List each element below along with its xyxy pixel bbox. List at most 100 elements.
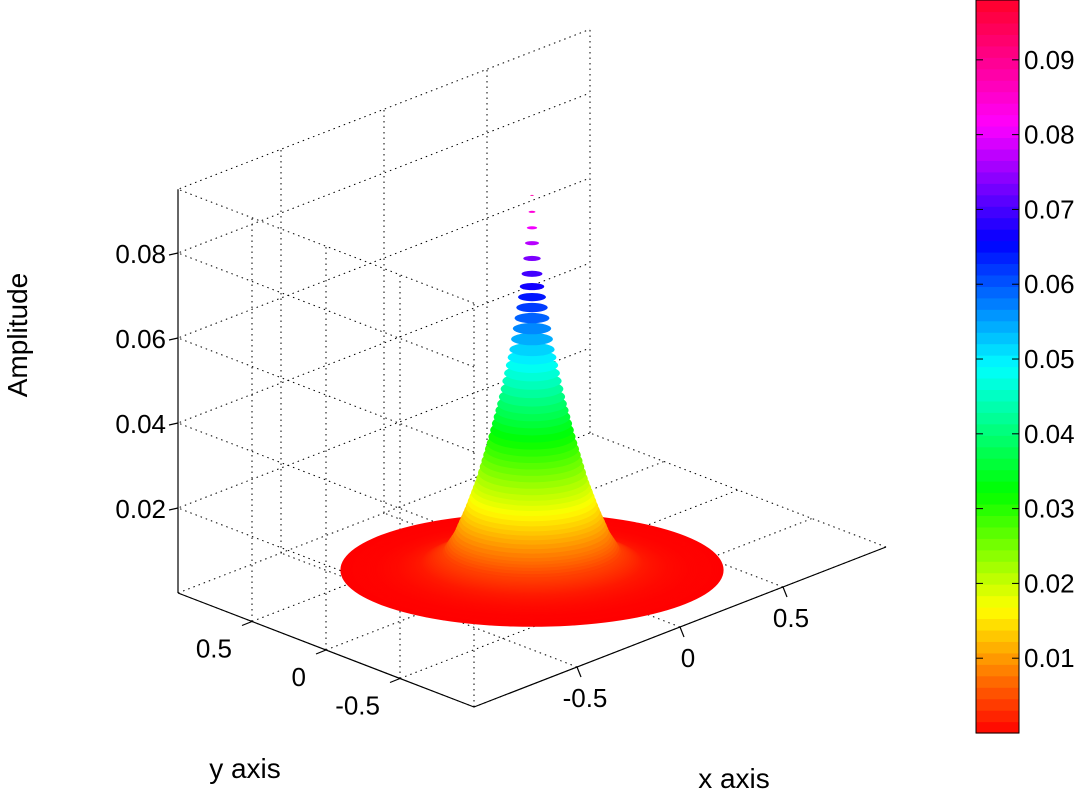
colorbar-swatch xyxy=(976,68,1019,81)
colorbar-swatch xyxy=(976,481,1019,494)
z-tick-mark xyxy=(168,252,179,256)
colorbar-swatch xyxy=(976,114,1019,127)
colorbar-swatch xyxy=(976,263,1019,276)
colorbar-swatch xyxy=(976,561,1019,574)
x-tick-label: 0 xyxy=(681,643,695,673)
colorbar-swatch xyxy=(976,355,1019,368)
colorbar-swatch xyxy=(976,503,1019,516)
colorbar-swatch xyxy=(976,377,1019,391)
colorbar-swatch xyxy=(976,332,1019,345)
floor-gridline xyxy=(280,552,578,668)
z-tick-mark xyxy=(168,507,179,511)
colorbar-tick-label: 0.02 xyxy=(1024,568,1075,598)
colorbar-swatch xyxy=(976,423,1019,436)
surface-band xyxy=(528,210,536,213)
colorbar-swatch xyxy=(976,206,1019,219)
axes xyxy=(168,189,887,708)
colorbar-swatch xyxy=(976,297,1019,310)
y-tick-label: 0 xyxy=(292,662,306,692)
colorbar-swatch xyxy=(976,698,1019,711)
colorbar-swatch xyxy=(976,526,1019,539)
z-tick-label: 0.02 xyxy=(115,494,166,524)
colorbar-swatch xyxy=(976,57,1019,70)
colorbar-swatch xyxy=(976,389,1019,402)
x-tick-label: -0.5 xyxy=(563,683,608,713)
colorbar-tick-label: 0.09 xyxy=(1024,45,1075,75)
colorbar-swatch xyxy=(976,549,1019,562)
y-tick-label: -0.5 xyxy=(335,691,380,721)
colorbar-swatch xyxy=(976,710,1019,723)
colorbar-tick-label: 0.05 xyxy=(1024,344,1075,374)
surface xyxy=(340,194,724,627)
z-tick-mark xyxy=(168,422,179,426)
colorbar-swatch xyxy=(976,0,1019,13)
x-tick-mark xyxy=(679,626,685,638)
floor-gridline xyxy=(589,432,887,548)
colorbar-tick-label: 0.04 xyxy=(1024,419,1075,449)
colorbar-swatch xyxy=(976,584,1019,597)
colorbar-swatch xyxy=(976,320,1019,333)
x-tick-label: 0.5 xyxy=(773,603,809,633)
colorbar-swatch xyxy=(976,538,1019,551)
colorbar-swatch xyxy=(976,274,1019,287)
y-tick-mark xyxy=(241,620,253,627)
surface-band xyxy=(530,194,534,196)
z-tick-label: 0.08 xyxy=(115,239,166,269)
z-gridline xyxy=(176,262,591,538)
surface-band xyxy=(521,270,543,277)
colorbar-tick-label: 0.06 xyxy=(1024,269,1075,299)
colorbar-swatch xyxy=(976,217,1019,230)
colorbar-swatch xyxy=(976,148,1019,161)
floor-gridline xyxy=(177,432,591,594)
surface-band xyxy=(523,255,541,262)
colorbar-swatch xyxy=(976,675,1019,688)
colorbar-swatch xyxy=(976,400,1019,413)
colorbar-swatch xyxy=(976,194,1019,207)
tick-labels: 0.02 0.04 0.06 0.08 -0.5 0 0.5 -0.5 0 0.5 xyxy=(115,239,809,721)
colorbar-tick-label: 0.07 xyxy=(1024,194,1075,224)
colorbar-swatch xyxy=(976,721,1019,734)
colorbar-swatch xyxy=(976,183,1019,196)
colorbar-tick-label: 0.08 xyxy=(1024,120,1075,150)
colorbar-swatch xyxy=(976,286,1019,299)
colorbar-swatch xyxy=(976,366,1019,379)
colorbar-swatch xyxy=(976,652,1019,665)
z-axis-label: Amplitude xyxy=(2,273,33,398)
z-tick-mark xyxy=(168,337,179,341)
x-axis-label: x axis xyxy=(698,763,770,789)
colorbar-swatch xyxy=(976,641,1019,654)
colorbar-swatch xyxy=(976,629,1019,642)
colorbar-frame xyxy=(975,0,1020,734)
colorbar-swatch xyxy=(976,240,1019,253)
y-axis-label: y axis xyxy=(209,753,281,784)
colorbar-swatch xyxy=(976,572,1019,585)
surface-band xyxy=(526,226,538,230)
y-tick-label: 0.5 xyxy=(196,634,232,664)
surface-band xyxy=(519,282,545,291)
colorbar-swatch xyxy=(976,45,1019,58)
colorbar-swatch xyxy=(976,22,1019,35)
colorbar-tick-label: 0.01 xyxy=(1024,643,1075,673)
colorbar-swatch xyxy=(976,492,1019,505)
colorbar-swatch xyxy=(976,515,1019,528)
colorbar-swatch xyxy=(976,11,1019,24)
colorbar-swatch xyxy=(976,80,1019,93)
z-tick-label: 0.04 xyxy=(115,409,166,439)
colorbar-swatch xyxy=(976,103,1019,116)
x-tick-mark xyxy=(782,586,788,598)
x-tick-mark xyxy=(576,666,582,678)
colorbar-swatch xyxy=(976,309,1019,322)
colorbar-swatch xyxy=(976,229,1019,242)
colorbar-swatch xyxy=(976,446,1019,459)
colorbar-swatch xyxy=(976,137,1019,150)
colorbar-swatch xyxy=(976,412,1019,425)
y-tick-mark xyxy=(315,649,327,655)
colorbar-swatch xyxy=(976,171,1019,184)
z-gridline xyxy=(176,92,591,368)
surface-band xyxy=(525,241,539,246)
colorbar-swatch xyxy=(976,251,1019,265)
colorbar-swatch xyxy=(976,34,1019,47)
colorbar-swatch xyxy=(976,687,1019,700)
colorbar: 0.01 0.02 0.03 0.04 0.05 0.06 0.07 0.08 0.09 xyxy=(975,0,1075,734)
